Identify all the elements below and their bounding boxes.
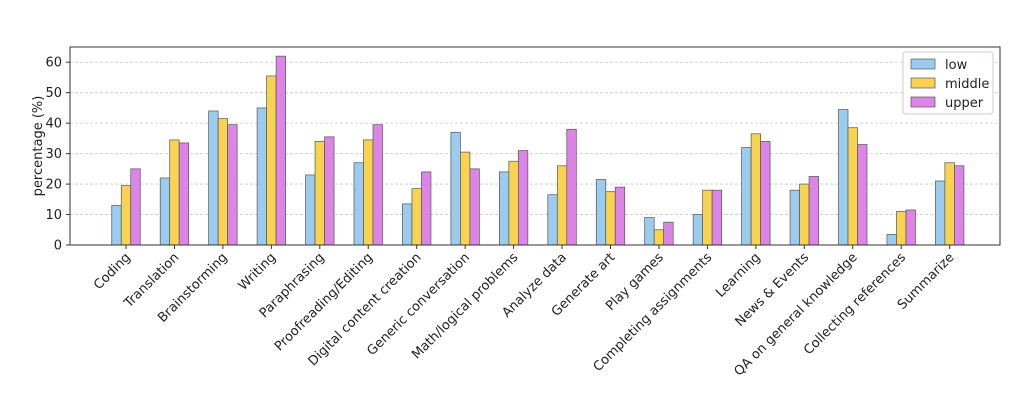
x-tick-label: Coding — [91, 250, 134, 293]
bar-upper — [954, 165, 965, 246]
bar-upper — [857, 144, 868, 246]
bar-low — [208, 110, 219, 246]
bar-middle — [799, 183, 810, 246]
legend-label-low: low — [945, 58, 968, 73]
bar-middle — [653, 229, 665, 246]
bar-low — [305, 174, 316, 246]
bar-low — [886, 233, 897, 246]
bar-middle — [363, 139, 374, 246]
x-tick-label: Writing — [236, 250, 279, 293]
bar-upper — [614, 186, 626, 246]
legend-swatch-low — [910, 58, 936, 70]
bar-middle — [217, 118, 228, 246]
legend: low middle upper — [902, 51, 994, 115]
bar-middle — [556, 165, 568, 246]
y-tick-label: 50 — [45, 86, 62, 101]
bar-upper — [905, 209, 916, 246]
x-tick-label: Collecting references — [801, 250, 909, 358]
bar-upper — [324, 136, 335, 246]
bar-middle — [508, 160, 519, 246]
legend-swatch-middle — [910, 77, 936, 89]
bar-middle — [702, 189, 713, 246]
bar-middle — [169, 139, 180, 246]
bar-upper — [663, 221, 674, 246]
y-tick-label: 20 — [45, 178, 62, 193]
bar-upper — [421, 171, 432, 246]
y-axis: 0 10 20 30 40 50 60 — [45, 56, 70, 254]
bar-low — [499, 171, 510, 246]
bar-low — [256, 107, 267, 246]
bar-middle — [411, 188, 422, 246]
bar-low — [692, 214, 704, 246]
legend-label-middle: middle — [945, 77, 989, 92]
bar-low — [935, 180, 946, 246]
bar-low — [111, 205, 122, 246]
bar-upper — [566, 128, 577, 246]
bar-upper — [711, 189, 723, 246]
bar-middle — [605, 191, 616, 246]
bar-middle — [314, 141, 325, 246]
bar-upper — [760, 141, 771, 246]
bar-middle — [750, 133, 761, 246]
bar-low — [644, 217, 655, 246]
x-tick-label: Proofreading/Editing — [272, 250, 376, 354]
y-tick-label: 10 — [45, 208, 62, 223]
bar-low — [159, 177, 171, 246]
bar-upper — [517, 150, 529, 246]
bar-middle — [460, 151, 471, 246]
y-tick-label: 0 — [54, 239, 62, 254]
legend-swatch-upper — [910, 96, 936, 108]
plot-frame — [69, 46, 1001, 246]
bar-low — [450, 131, 461, 246]
bar-middle — [120, 185, 132, 246]
bar-upper — [469, 168, 480, 246]
bar-middle — [847, 127, 858, 246]
bar-low — [838, 109, 849, 246]
bar-low — [402, 203, 413, 246]
bar-low — [741, 147, 752, 246]
y-tick-label: 40 — [45, 117, 62, 132]
bar-middle — [896, 211, 907, 246]
y-axis-title: percentage (%) — [31, 96, 46, 197]
bar-low — [353, 162, 364, 246]
y-tick-label: 30 — [45, 147, 62, 162]
y-tick-label: 60 — [45, 56, 62, 71]
x-tick-label: Learning — [713, 250, 764, 301]
bar-low — [595, 179, 607, 246]
bar-upper — [227, 124, 238, 246]
bar-upper — [130, 168, 141, 246]
bar-upper — [178, 142, 190, 246]
bar-low — [547, 194, 558, 246]
bar-upper — [808, 176, 819, 246]
bars — [111, 55, 965, 246]
bar-middle — [266, 75, 277, 246]
bar-middle — [944, 162, 955, 246]
bar-low — [789, 189, 800, 246]
legend-label-upper: upper — [945, 96, 984, 111]
bar-upper — [372, 124, 383, 246]
bar-upper — [275, 55, 286, 246]
